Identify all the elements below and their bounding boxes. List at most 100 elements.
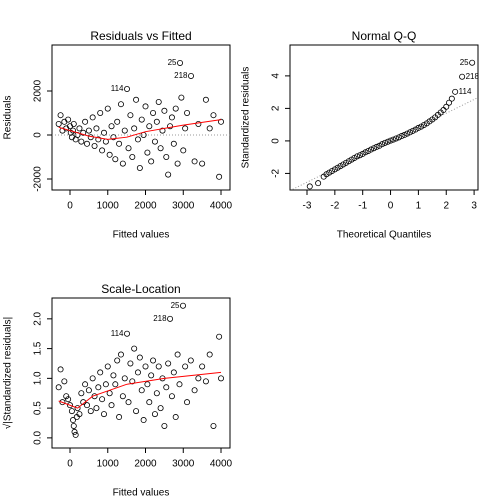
point <box>407 129 414 136</box>
point <box>65 396 72 403</box>
point-label: 114 <box>459 87 472 96</box>
point <box>136 354 143 361</box>
point <box>393 135 400 142</box>
point <box>168 393 175 400</box>
point <box>68 408 75 415</box>
point-label: 218 <box>153 314 167 323</box>
point <box>151 138 158 145</box>
point <box>191 387 198 394</box>
point <box>119 393 126 400</box>
point <box>415 124 422 131</box>
point <box>125 145 132 152</box>
point <box>356 152 363 159</box>
point <box>370 145 377 152</box>
smooth-line <box>58 119 222 140</box>
point <box>452 88 459 95</box>
y-tick-label: 2.0 <box>33 311 44 325</box>
point <box>153 390 160 397</box>
point <box>78 390 85 397</box>
point <box>161 107 168 114</box>
point <box>306 183 313 190</box>
point <box>177 59 184 66</box>
y-tick-label: 2000 <box>33 79 44 102</box>
point <box>112 381 119 388</box>
point <box>85 387 92 394</box>
point <box>206 125 213 132</box>
point <box>172 414 179 421</box>
point <box>165 360 172 367</box>
point <box>142 103 149 110</box>
chart-title: Scale-Location <box>101 282 180 296</box>
y-axis-label: Residuals <box>3 96 14 140</box>
point-label: 218 <box>466 72 480 81</box>
x-axis-label: Fitted values <box>113 488 170 499</box>
point <box>144 149 151 156</box>
point <box>144 381 151 388</box>
point <box>82 118 89 125</box>
point <box>157 405 164 412</box>
point <box>82 381 89 388</box>
x-tick-label: 0 <box>67 459 73 470</box>
plot-area <box>52 59 230 180</box>
point <box>133 408 140 415</box>
point <box>124 86 131 93</box>
x-tick-label: -1 <box>358 201 367 212</box>
point <box>95 384 102 391</box>
point <box>119 160 126 167</box>
point <box>138 387 145 394</box>
point <box>148 372 155 379</box>
point <box>384 138 391 145</box>
point <box>114 118 121 125</box>
x-tick-label: 2 <box>443 201 449 212</box>
point <box>409 127 416 134</box>
point <box>172 105 179 112</box>
point <box>121 375 128 382</box>
x-tick-label: 4000 <box>210 459 233 470</box>
point-label: 25 <box>460 58 469 67</box>
point <box>163 153 170 160</box>
y-tick-label: 1.0 <box>33 371 44 385</box>
point <box>443 103 450 110</box>
y-tick-label: 0.0 <box>33 430 44 444</box>
point-label: 25 <box>168 58 177 67</box>
point <box>61 378 68 385</box>
point <box>178 94 185 101</box>
point <box>170 140 177 147</box>
point <box>365 147 372 154</box>
point <box>95 136 102 143</box>
point <box>63 393 70 400</box>
point <box>174 160 181 167</box>
y-axis-label: √|Standardized residuals| <box>2 317 14 429</box>
point <box>155 98 162 105</box>
x-tick-label: 3000 <box>172 201 195 212</box>
point <box>110 134 117 141</box>
point <box>131 345 138 352</box>
point <box>150 109 157 116</box>
point <box>146 123 153 130</box>
point <box>390 136 397 143</box>
point <box>381 139 388 146</box>
y-tick-label: 2 <box>271 105 282 111</box>
point <box>112 156 119 163</box>
point <box>85 127 92 134</box>
plot-frame <box>51 297 231 449</box>
point <box>395 134 402 141</box>
point <box>93 405 100 412</box>
point <box>93 125 100 132</box>
point <box>163 384 170 391</box>
point <box>57 366 64 373</box>
point <box>182 125 189 132</box>
point <box>76 411 83 418</box>
point <box>129 378 136 385</box>
point <box>168 114 175 121</box>
x-tick-label: 2000 <box>134 201 157 212</box>
point <box>72 431 79 438</box>
point <box>57 112 64 119</box>
x-tick-label: 3000 <box>172 459 195 470</box>
point <box>70 120 77 127</box>
point <box>202 378 209 385</box>
point <box>117 101 124 108</box>
x-tick-label: 0 <box>67 201 73 212</box>
point <box>110 372 117 379</box>
point <box>216 333 223 340</box>
